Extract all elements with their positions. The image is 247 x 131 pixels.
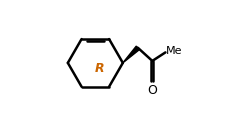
Polygon shape: [123, 46, 140, 63]
Text: Me: Me: [166, 46, 183, 56]
Text: R: R: [94, 62, 104, 75]
Text: O: O: [147, 84, 157, 97]
